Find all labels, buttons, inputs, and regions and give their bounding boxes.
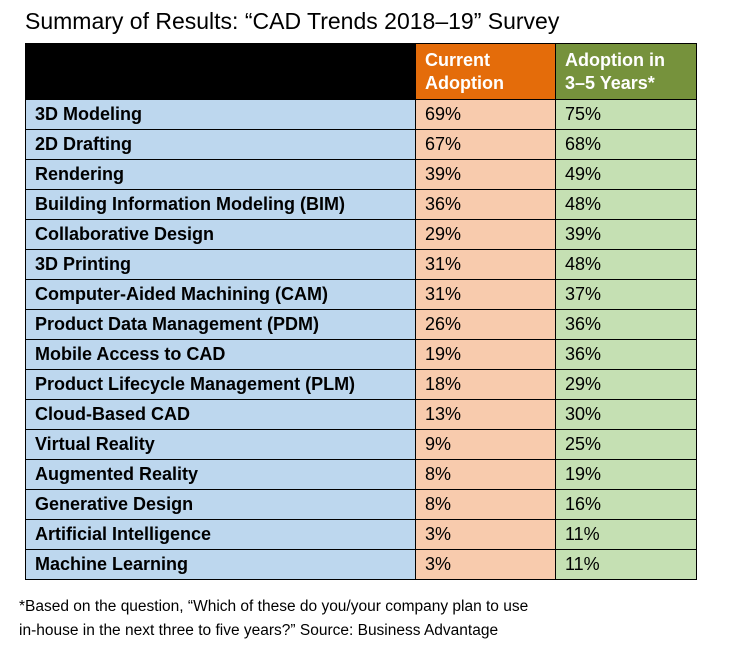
- table-row: Cloud-Based CAD 13% 30%: [25, 399, 697, 430]
- current-adoption-value: 31%: [415, 249, 556, 280]
- table-row: Generative Design 8% 16%: [25, 489, 697, 520]
- row-label: Cloud-Based CAD: [25, 399, 416, 430]
- current-adoption-value: 39%: [415, 159, 556, 190]
- row-label: Computer-Aided Machining (CAM): [25, 279, 416, 310]
- current-adoption-value: 29%: [415, 219, 556, 250]
- row-label: Collaborative Design: [25, 219, 416, 250]
- header-blank-cell: [25, 43, 416, 100]
- table-row: Computer-Aided Machining (CAM) 31% 37%: [25, 279, 697, 310]
- future-adoption-value: 36%: [555, 339, 697, 370]
- row-label: 2D Drafting: [25, 129, 416, 160]
- results-table: Current Adoption Adoption in 3–5 Years* …: [25, 43, 697, 580]
- row-label: Machine Learning: [25, 549, 416, 580]
- current-adoption-value: 19%: [415, 339, 556, 370]
- footnote: *Based on the question, “Which of these …: [19, 595, 528, 643]
- future-adoption-value: 48%: [555, 249, 697, 280]
- future-adoption-value: 11%: [555, 519, 697, 550]
- row-label: Artificial Intelligence: [25, 519, 416, 550]
- current-adoption-value: 67%: [415, 129, 556, 160]
- row-label: Mobile Access to CAD: [25, 339, 416, 370]
- header-future-line1: Adoption in: [565, 49, 665, 70]
- header-current-line1: Current: [425, 49, 491, 70]
- future-adoption-value: 75%: [555, 99, 697, 130]
- table-row: 3D Printing 31% 48%: [25, 249, 697, 280]
- current-adoption-value: 3%: [415, 549, 556, 580]
- future-adoption-value: 25%: [555, 429, 697, 460]
- table-row: Collaborative Design 29% 39%: [25, 219, 697, 250]
- row-label: Product Data Management (PDM): [25, 309, 416, 340]
- header-current-adoption: Current Adoption: [415, 43, 556, 100]
- header-current-line2: Adoption: [425, 72, 504, 93]
- table-row: Augmented Reality 8% 19%: [25, 459, 697, 490]
- table-row: Rendering 39% 49%: [25, 159, 697, 190]
- row-label: 3D Modeling: [25, 99, 416, 130]
- current-adoption-value: 3%: [415, 519, 556, 550]
- future-adoption-value: 39%: [555, 219, 697, 250]
- current-adoption-value: 8%: [415, 489, 556, 520]
- table-header-row: Current Adoption Adoption in 3–5 Years*: [25, 43, 697, 100]
- row-label: Rendering: [25, 159, 416, 190]
- table-row: Artificial Intelligence 3% 11%: [25, 519, 697, 550]
- current-adoption-value: 36%: [415, 189, 556, 220]
- table-row: Machine Learning 3% 11%: [25, 549, 697, 580]
- table-row: 3D Modeling 69% 75%: [25, 99, 697, 130]
- current-adoption-value: 8%: [415, 459, 556, 490]
- header-future-adoption: Adoption in 3–5 Years*: [555, 43, 697, 100]
- table-row: Building Information Modeling (BIM) 36% 48…: [25, 189, 697, 220]
- future-adoption-value: 48%: [555, 189, 697, 220]
- future-adoption-value: 36%: [555, 309, 697, 340]
- footnote-line2: in-house in the next three to five years…: [19, 622, 499, 639]
- future-adoption-value: 68%: [555, 129, 697, 160]
- row-label: 3D Printing: [25, 249, 416, 280]
- table-row: 2D Drafting 67% 68%: [25, 129, 697, 160]
- table-row: Product Lifecycle Management (PLM) 18% 29%: [25, 369, 697, 400]
- footnote-line1: *Based on the question, “Which of these …: [19, 598, 529, 615]
- current-adoption-value: 26%: [415, 309, 556, 340]
- current-adoption-value: 18%: [415, 369, 556, 400]
- table-row: Product Data Management (PDM) 26% 36%: [25, 309, 697, 340]
- future-adoption-value: 29%: [555, 369, 697, 400]
- future-adoption-value: 37%: [555, 279, 697, 310]
- current-adoption-value: 13%: [415, 399, 556, 430]
- header-future-line2: 3–5 Years*: [565, 72, 655, 93]
- table-body: 3D Modeling 69% 75% 2D Drafting 67% 68% Render…: [25, 99, 697, 580]
- row-label: Building Information Modeling (BIM): [25, 189, 416, 220]
- current-adoption-value: 69%: [415, 99, 556, 130]
- future-adoption-value: 16%: [555, 489, 697, 520]
- row-label: Virtual Reality: [25, 429, 416, 460]
- future-adoption-value: 30%: [555, 399, 697, 430]
- future-adoption-value: 49%: [555, 159, 697, 190]
- row-label: Augmented Reality: [25, 459, 416, 490]
- row-label: Generative Design: [25, 489, 416, 520]
- table-row: Virtual Reality 9% 25%: [25, 429, 697, 460]
- page-title: Summary of Results: “CAD Trends 2018–19”…: [25, 8, 560, 34]
- row-label: Product Lifecycle Management (PLM): [25, 369, 416, 400]
- future-adoption-value: 11%: [555, 549, 697, 580]
- current-adoption-value: 31%: [415, 279, 556, 310]
- future-adoption-value: 19%: [555, 459, 697, 490]
- table-row: Mobile Access to CAD 19% 36%: [25, 339, 697, 370]
- current-adoption-value: 9%: [415, 429, 556, 460]
